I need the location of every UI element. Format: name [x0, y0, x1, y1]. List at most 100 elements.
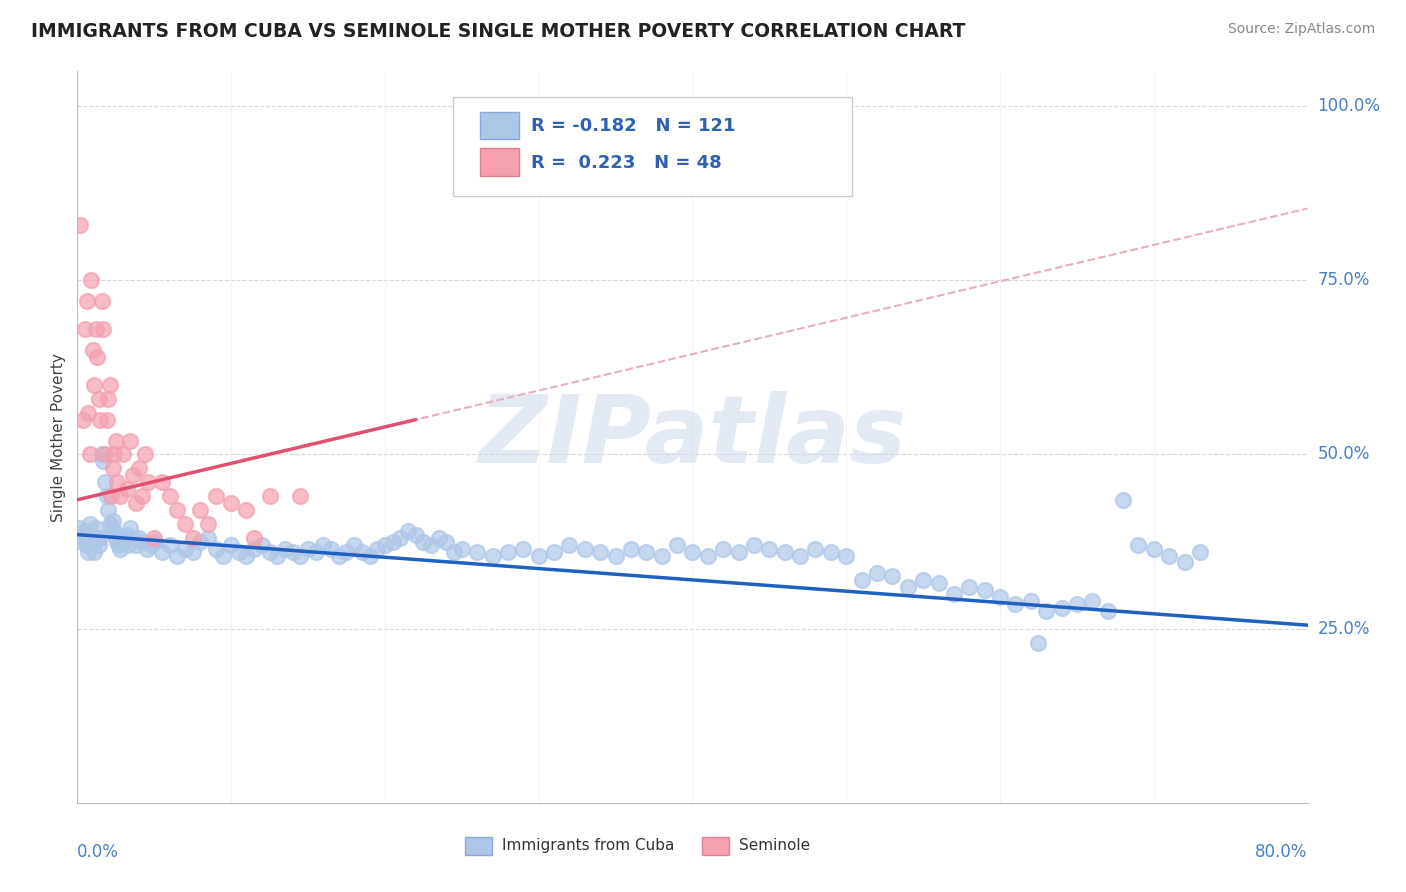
Point [481, 549, 503, 563]
Point [696, 549, 718, 563]
Point [87, 392, 110, 406]
Point [389, 531, 412, 545]
Point [259, 545, 281, 559]
Point [94, 475, 117, 490]
Point [118, 434, 141, 448]
Point [112, 534, 135, 549]
Point [235, 503, 257, 517]
Point [90, 448, 114, 462]
Point [973, 583, 995, 598]
Point [197, 517, 219, 532]
Point [118, 521, 141, 535]
Point [90, 294, 114, 309]
Point [121, 531, 143, 545]
Point [103, 524, 125, 538]
Point [305, 545, 328, 559]
Point [125, 496, 148, 510]
Point [228, 545, 250, 559]
Point [773, 545, 796, 559]
Y-axis label: Single Mother Poverty: Single Mother Poverty [51, 352, 66, 522]
Point [135, 541, 157, 556]
Point [166, 503, 188, 517]
Point [266, 549, 288, 563]
Point [866, 566, 889, 580]
Text: Source: ZipAtlas.com: Source: ZipAtlas.com [1227, 22, 1375, 37]
Point [527, 549, 550, 563]
Point [957, 580, 980, 594]
Point [204, 541, 226, 556]
Point [143, 531, 166, 545]
Point [197, 531, 219, 545]
Text: 0.0%: 0.0% [77, 843, 120, 861]
FancyBboxPatch shape [453, 97, 852, 195]
Point [512, 541, 534, 556]
Point [105, 534, 128, 549]
Point [131, 489, 153, 503]
Point [110, 489, 132, 503]
Point [427, 531, 450, 545]
Point [83, 377, 105, 392]
Point [589, 545, 612, 559]
Text: 75.0%: 75.0% [1317, 271, 1369, 289]
Point [159, 538, 181, 552]
Point [72, 531, 94, 545]
Point [77, 545, 100, 559]
Point [543, 545, 565, 559]
Point [758, 541, 780, 556]
Text: R = -0.182   N = 121: R = -0.182 N = 121 [531, 117, 735, 136]
Point [136, 475, 159, 490]
Point [328, 549, 350, 563]
Text: IMMIGRANTS FROM CUBA VS SEMINOLE SINGLE MOTHER POVERTY CORRELATION CHART: IMMIGRANTS FROM CUBA VS SEMINOLE SINGLE … [31, 22, 966, 41]
Text: Immigrants from Cuba: Immigrants from Cuba [502, 838, 673, 853]
Point [882, 569, 904, 583]
Point [1028, 635, 1050, 649]
Point [742, 538, 765, 552]
Point [204, 489, 226, 503]
Point [558, 538, 581, 552]
Text: R =  0.223   N = 48: R = 0.223 N = 48 [531, 153, 723, 172]
Point [412, 534, 434, 549]
Point [212, 549, 235, 563]
Point [76, 538, 98, 552]
Point [96, 412, 118, 426]
Point [125, 538, 148, 552]
Point [219, 538, 242, 552]
Point [104, 531, 127, 545]
Point [290, 489, 312, 503]
Text: 50.0%: 50.0% [1317, 445, 1369, 464]
Point [897, 580, 920, 594]
Point [128, 531, 150, 545]
Point [359, 549, 381, 563]
Point [1066, 597, 1088, 611]
Point [443, 545, 465, 559]
Point [97, 392, 120, 406]
Point [727, 545, 749, 559]
Point [1081, 594, 1104, 608]
Point [159, 489, 181, 503]
Point [835, 549, 858, 563]
Point [465, 545, 488, 559]
Point [1035, 604, 1057, 618]
Point [436, 534, 458, 549]
Point [420, 538, 443, 552]
Point [82, 534, 104, 549]
Point [820, 545, 842, 559]
Point [682, 545, 704, 559]
Point [666, 538, 689, 552]
Point [80, 273, 103, 287]
Point [174, 541, 197, 556]
Point [98, 377, 121, 392]
Point [450, 541, 472, 556]
Point [250, 538, 273, 552]
Point [93, 454, 115, 468]
Point [636, 545, 658, 559]
Point [87, 538, 110, 552]
Point [912, 573, 935, 587]
Point [83, 545, 105, 559]
Point [259, 489, 281, 503]
Bar [703, 838, 730, 855]
Text: 80.0%: 80.0% [1256, 843, 1308, 861]
Point [620, 541, 643, 556]
Point [181, 545, 204, 559]
Point [134, 448, 156, 462]
